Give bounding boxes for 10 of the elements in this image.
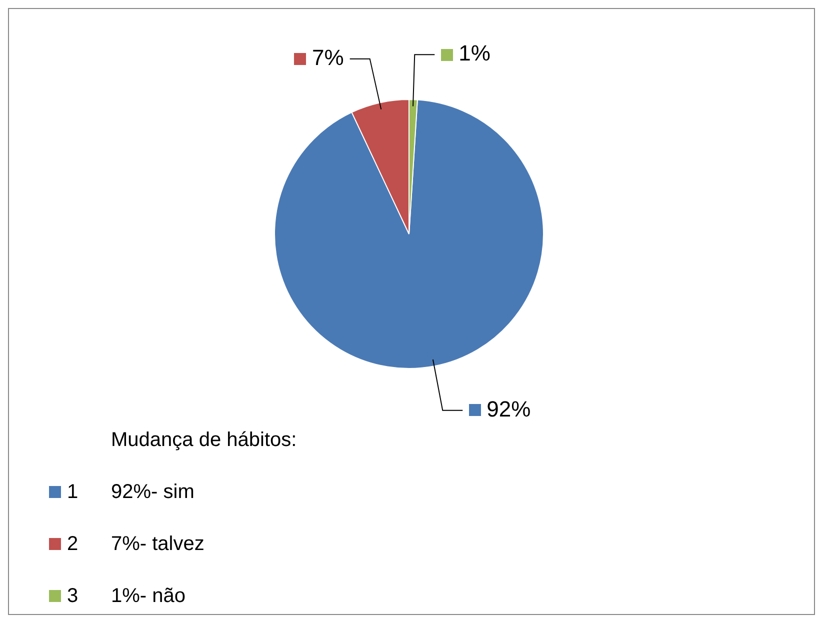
text: 92%- sim — [111, 480, 194, 504]
data-label: 92% — [486, 396, 531, 422]
text: 1%- não — [111, 584, 186, 608]
legend-label: 1 — [67, 480, 80, 504]
data-label: 1% — [458, 40, 490, 66]
legend-label: 2 — [67, 532, 80, 556]
legend-title: Mudança de hábitos: — [111, 429, 297, 452]
text: 7%- talvez — [111, 532, 204, 556]
data-label: 7% — [312, 44, 344, 70]
legend-label: 3 — [67, 584, 80, 608]
